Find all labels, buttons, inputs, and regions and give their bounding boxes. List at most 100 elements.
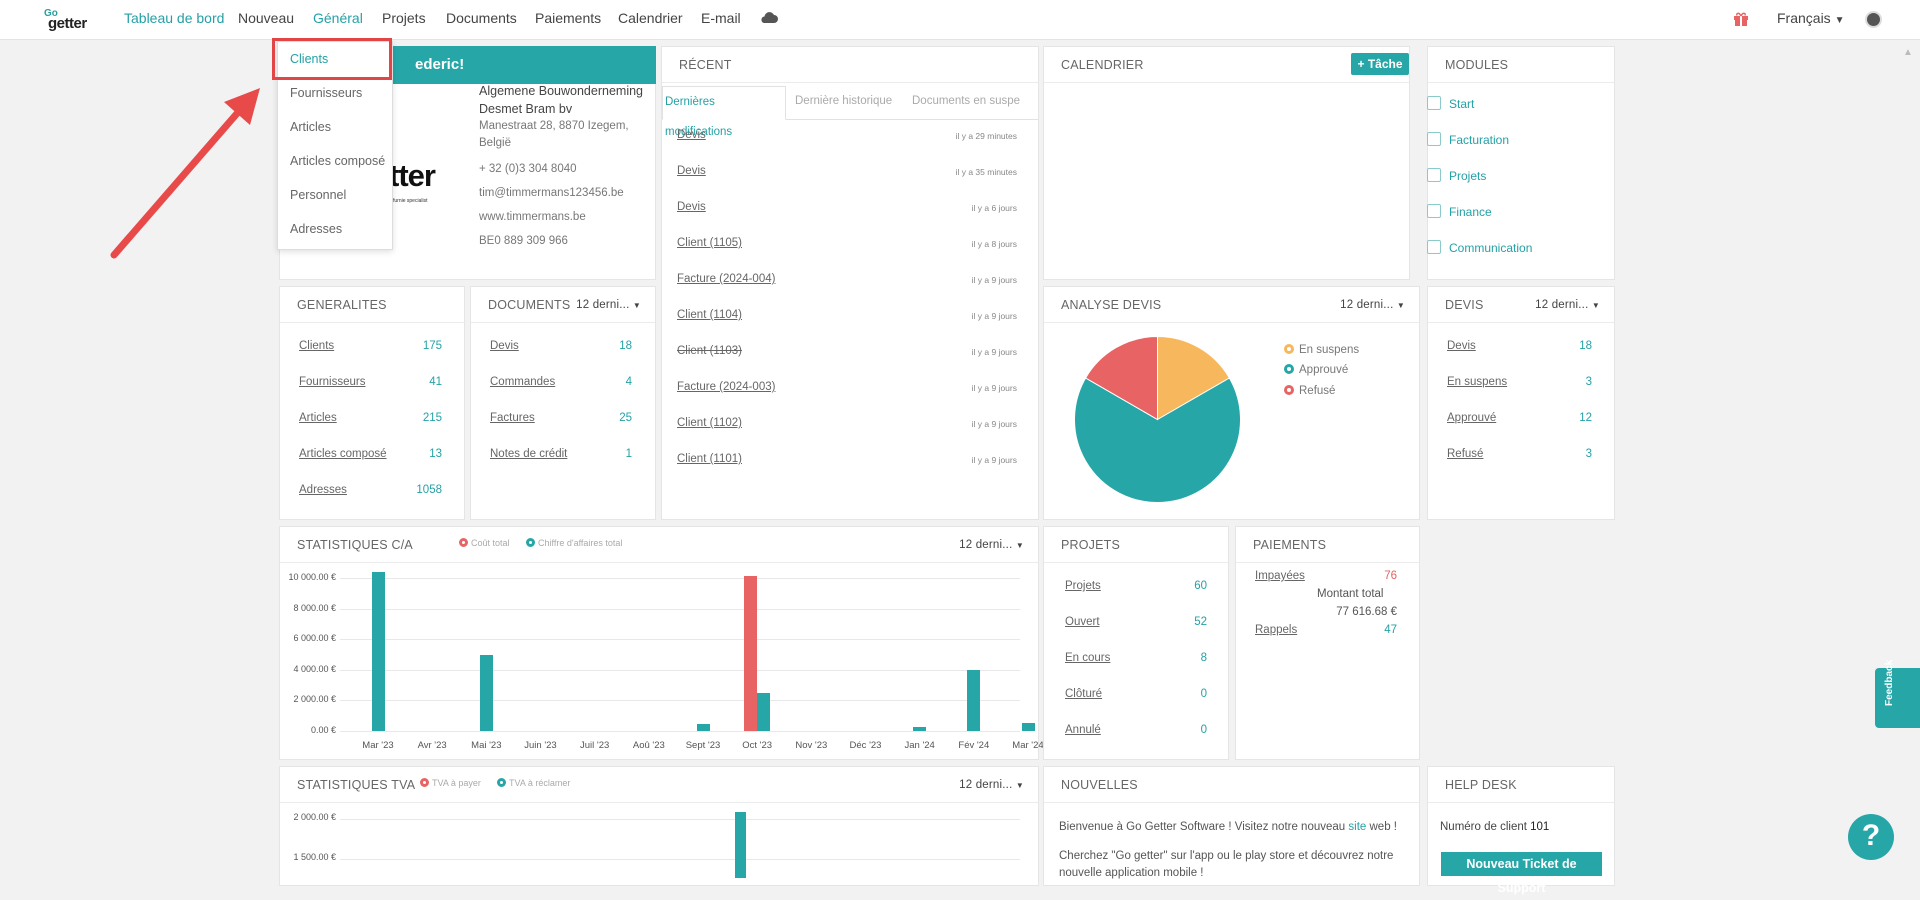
stat-articles-compose[interactable]: Articles composé xyxy=(299,448,387,460)
projets-en-cours[interactable]: En cours xyxy=(1065,652,1111,664)
recent-row[interactable]: Devis il y a 29 minutes xyxy=(677,129,1027,143)
nav-dashboard[interactable]: Tableau de bord xyxy=(124,10,225,26)
menu-item-articles[interactable]: Articles xyxy=(290,120,331,134)
caret-down-icon: ▼ xyxy=(1396,301,1405,310)
recent-row[interactable]: Devis il y a 35 minutes xyxy=(677,165,1027,179)
recent-time: il y a 9 jours xyxy=(971,311,1017,321)
paiements-rappels[interactable]: Rappels xyxy=(1255,624,1298,636)
module-start[interactable]: Start xyxy=(1427,96,1474,111)
user-avatar[interactable] xyxy=(1865,11,1882,28)
stat-fournisseurs[interactable]: Fournisseurs xyxy=(299,376,366,388)
language-selector[interactable]: Français ▼ xyxy=(1777,0,1844,39)
company-phone: + 32 (0)3 304 8040 xyxy=(479,163,577,175)
menu-item-personnel[interactable]: Personnel xyxy=(290,188,347,202)
recent-time: il y a 8 jours xyxy=(971,239,1017,249)
nav-calendrier[interactable]: Calendrier xyxy=(618,10,683,26)
nav-nouveau[interactable]: Nouveau xyxy=(238,10,295,26)
legend-label: TVA à réclamer xyxy=(509,778,571,788)
projets-value: 60 xyxy=(1194,580,1207,592)
recent-row[interactable]: Client (1104) il y a 9 jours xyxy=(677,309,1027,323)
stat-articles[interactable]: Articles xyxy=(299,412,337,424)
menu-item-clients[interactable]: Clients xyxy=(290,52,329,66)
recent-time: il y a 6 jours xyxy=(971,203,1017,213)
recent-row[interactable]: Client (1105) il y a 8 jours xyxy=(677,237,1027,251)
recent-link[interactable]: Facture (2024-004) xyxy=(677,273,776,285)
recent-link[interactable]: Facture (2024-003) xyxy=(677,381,776,393)
recent-row[interactable]: Client (1101) il y a 9 jours xyxy=(677,453,1027,467)
projets-total[interactable]: Projets xyxy=(1065,580,1101,592)
devis-total[interactable]: Devis xyxy=(1447,340,1476,352)
recent-row[interactable]: Devis il y a 6 jours xyxy=(677,201,1027,215)
pie-slice-refusé xyxy=(1084,335,1158,421)
devis-approuve[interactable]: Approuvé xyxy=(1447,412,1497,424)
nav-email[interactable]: E-mail xyxy=(701,10,741,26)
recent-row[interactable]: Client (1102) il y a 9 jours xyxy=(677,417,1027,431)
tab-dernieres-modifications[interactable]: Dernières modifications xyxy=(662,86,786,138)
caret-down-icon: ▼ xyxy=(1591,301,1600,310)
menu-item-fournisseurs[interactable]: Fournisseurs xyxy=(290,86,363,100)
stats-tva-period-select[interactable]: 12 derni... ▼ xyxy=(959,767,1024,804)
projets-ouvert[interactable]: Ouvert xyxy=(1065,616,1100,628)
gift-icon[interactable] xyxy=(1733,11,1749,27)
feedback-tab[interactable]: Feedback xyxy=(1875,660,1920,728)
recent-time: il y a 9 jours xyxy=(971,455,1017,465)
legend-dot xyxy=(1284,364,1294,374)
recent-link[interactable]: Devis xyxy=(677,129,706,141)
analyse-period-select[interactable]: 12 derni... ▼ xyxy=(1340,287,1405,324)
devis-value: 12 xyxy=(1579,412,1592,424)
menu-item-articles-compose[interactable]: Articles composé xyxy=(290,154,386,168)
devis-refuse[interactable]: Refusé xyxy=(1447,448,1484,460)
legend-tva-payer: TVA à payer xyxy=(420,778,481,788)
stat-clients[interactable]: Clients xyxy=(299,340,335,352)
app-logo[interactable]: Go getter xyxy=(44,8,100,32)
stats-ca-period-select[interactable]: 12 derni... ▼ xyxy=(959,527,1024,564)
tab-documents-en-suspens[interactable]: Documents en suspe xyxy=(912,95,1021,107)
module-facturation[interactable]: Facturation xyxy=(1427,132,1509,147)
recent-link[interactable]: Client (1103) xyxy=(677,345,742,357)
ca-gridline xyxy=(340,700,1020,702)
helpdesk-title-text: HELP DESK xyxy=(1445,778,1517,792)
modules-title-text: MODULES xyxy=(1445,58,1509,72)
doc-notes-credit[interactable]: Notes de crédit xyxy=(490,448,568,460)
projets-annule[interactable]: Annulé xyxy=(1065,724,1101,736)
stat-adresses[interactable]: Adresses xyxy=(299,484,347,496)
nav-documents[interactable]: Documents xyxy=(446,10,517,26)
legend-approuve: Approuvé xyxy=(1284,364,1348,376)
nav-general[interactable]: Général xyxy=(313,10,363,26)
devis-en-suspens[interactable]: En suspens xyxy=(1447,376,1508,388)
recent-link[interactable]: Devis xyxy=(677,165,706,177)
nav-paiements[interactable]: Paiements xyxy=(535,10,602,26)
caret-down-icon: ▼ xyxy=(632,301,641,310)
devis-period-select[interactable]: 12 derni... ▼ xyxy=(1535,287,1600,324)
module-finance[interactable]: Finance xyxy=(1427,204,1492,219)
recent-row[interactable]: Facture (2024-004) il y a 9 jours xyxy=(677,273,1027,287)
ca-xtick: Déc '23 xyxy=(849,740,882,751)
projets-cloture[interactable]: Clôturé xyxy=(1065,688,1103,700)
scrollbar-up-arrow[interactable]: ▲ xyxy=(1903,47,1913,58)
tva-gridline xyxy=(340,819,1020,820)
paiements-impayees[interactable]: Impayées xyxy=(1255,570,1305,582)
legend-refuse: Refusé xyxy=(1284,385,1335,397)
news-site-link[interactable]: site xyxy=(1348,821,1367,833)
recent-link[interactable]: Client (1104) xyxy=(677,309,742,321)
add-task-button[interactable]: + Tâche xyxy=(1351,53,1409,75)
recent-link[interactable]: Devis xyxy=(677,201,706,213)
recent-link[interactable]: Client (1102) xyxy=(677,417,742,429)
menu-item-adresses[interactable]: Adresses xyxy=(290,222,343,236)
tab-derniere-historique[interactable]: Dernière historique xyxy=(795,95,893,107)
module-projets[interactable]: Projets xyxy=(1427,168,1486,183)
cloud-icon[interactable] xyxy=(760,10,778,24)
recent-row[interactable]: Facture (2024-003) il y a 9 jours xyxy=(677,381,1027,395)
recent-link[interactable]: Client (1101) xyxy=(677,453,742,465)
recent-row[interactable]: Client (1103) il y a 9 jours xyxy=(677,345,1027,359)
doc-factures[interactable]: Factures xyxy=(490,412,535,424)
doc-devis[interactable]: Devis xyxy=(490,340,519,352)
help-button[interactable]: ? xyxy=(1848,814,1894,860)
doc-commandes[interactable]: Commandes xyxy=(490,376,556,388)
documents-period-select[interactable]: 12 derni... ▼ xyxy=(576,287,641,324)
new-support-ticket-button[interactable]: Nouveau Ticket de Support xyxy=(1441,852,1602,895)
nav-projets[interactable]: Projets xyxy=(382,10,426,26)
recent-link[interactable]: Client (1105) xyxy=(677,237,742,249)
client-number-value: 101 xyxy=(1530,821,1550,833)
module-communication[interactable]: Communication xyxy=(1427,240,1532,255)
